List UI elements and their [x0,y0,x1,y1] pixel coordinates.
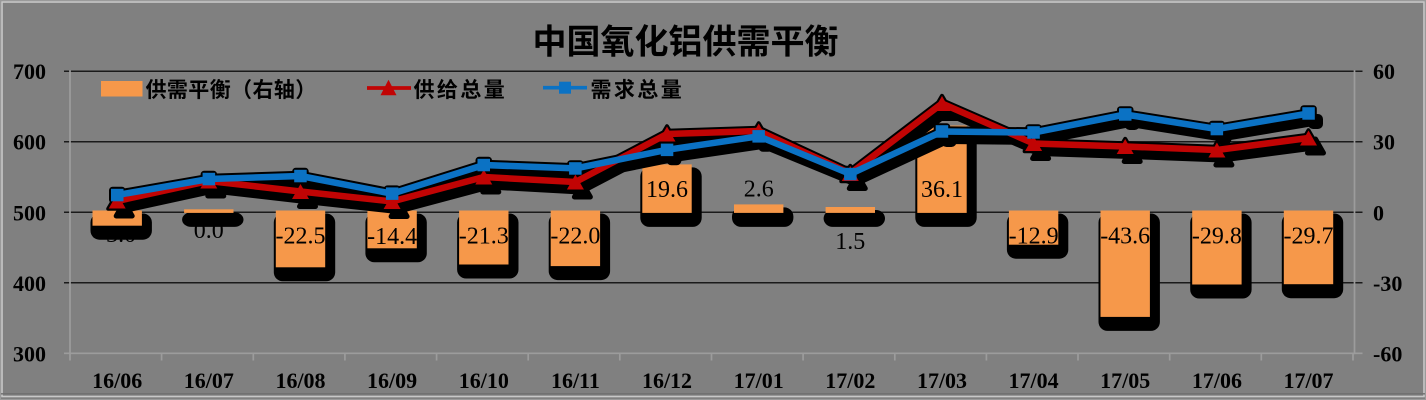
svg-text:17/03: 17/03 [917,368,967,393]
svg-text:-22.0: -22.0 [550,224,600,250]
svg-text:供需平衡（右轴）: 供需平衡（右轴） [146,74,317,104]
svg-text:16/12: 16/12 [642,368,692,393]
svg-text:2.6: 2.6 [744,177,774,203]
svg-text:-30: -30 [1373,271,1402,296]
svg-text:需求总量: 需求总量 [591,74,685,104]
svg-text:30: 30 [1373,130,1395,155]
svg-text:700: 700 [13,59,46,84]
svg-text:16/07: 16/07 [184,368,234,393]
svg-text:-60: -60 [1373,341,1402,366]
svg-text:600: 600 [13,130,46,155]
svg-text:16/10: 16/10 [459,368,509,393]
svg-text:-29.7: -29.7 [1284,224,1334,250]
svg-text:17/07: 17/07 [1283,368,1333,393]
svg-text:-21.3: -21.3 [459,224,509,250]
svg-text:中国氧化铝供需平衡: 中国氧化铝供需平衡 [533,15,839,64]
svg-text:17/04: 17/04 [1009,368,1059,393]
svg-text:-43.6: -43.6 [1100,224,1150,250]
svg-text:36.1: 36.1 [921,177,963,203]
svg-text:供给总量: 供给总量 [414,74,508,104]
svg-text:60: 60 [1373,59,1395,84]
svg-text:16/11: 16/11 [551,368,600,393]
svg-text:400: 400 [13,271,46,296]
svg-text:17/06: 17/06 [1192,368,1242,393]
svg-text:-3.0: -3.0 [98,222,136,248]
svg-text:17/02: 17/02 [825,368,875,393]
svg-text:-14.4: -14.4 [367,224,417,250]
svg-text:-22.5: -22.5 [276,224,326,250]
svg-text:16/09: 16/09 [367,368,417,393]
svg-text:17/01: 17/01 [734,368,784,393]
svg-text:16/08: 16/08 [275,368,325,393]
svg-text:16/06: 16/06 [92,368,142,393]
svg-text:-12.9: -12.9 [1009,224,1059,250]
svg-text:19.6: 19.6 [646,177,688,203]
svg-text:500: 500 [13,200,46,225]
svg-text:300: 300 [13,341,46,366]
svg-text:1.5: 1.5 [835,229,865,255]
svg-text:-29.8: -29.8 [1192,224,1242,250]
svg-text:0.0: 0.0 [194,218,224,244]
svg-text:0: 0 [1373,200,1384,225]
svg-text:17/05: 17/05 [1100,368,1150,393]
